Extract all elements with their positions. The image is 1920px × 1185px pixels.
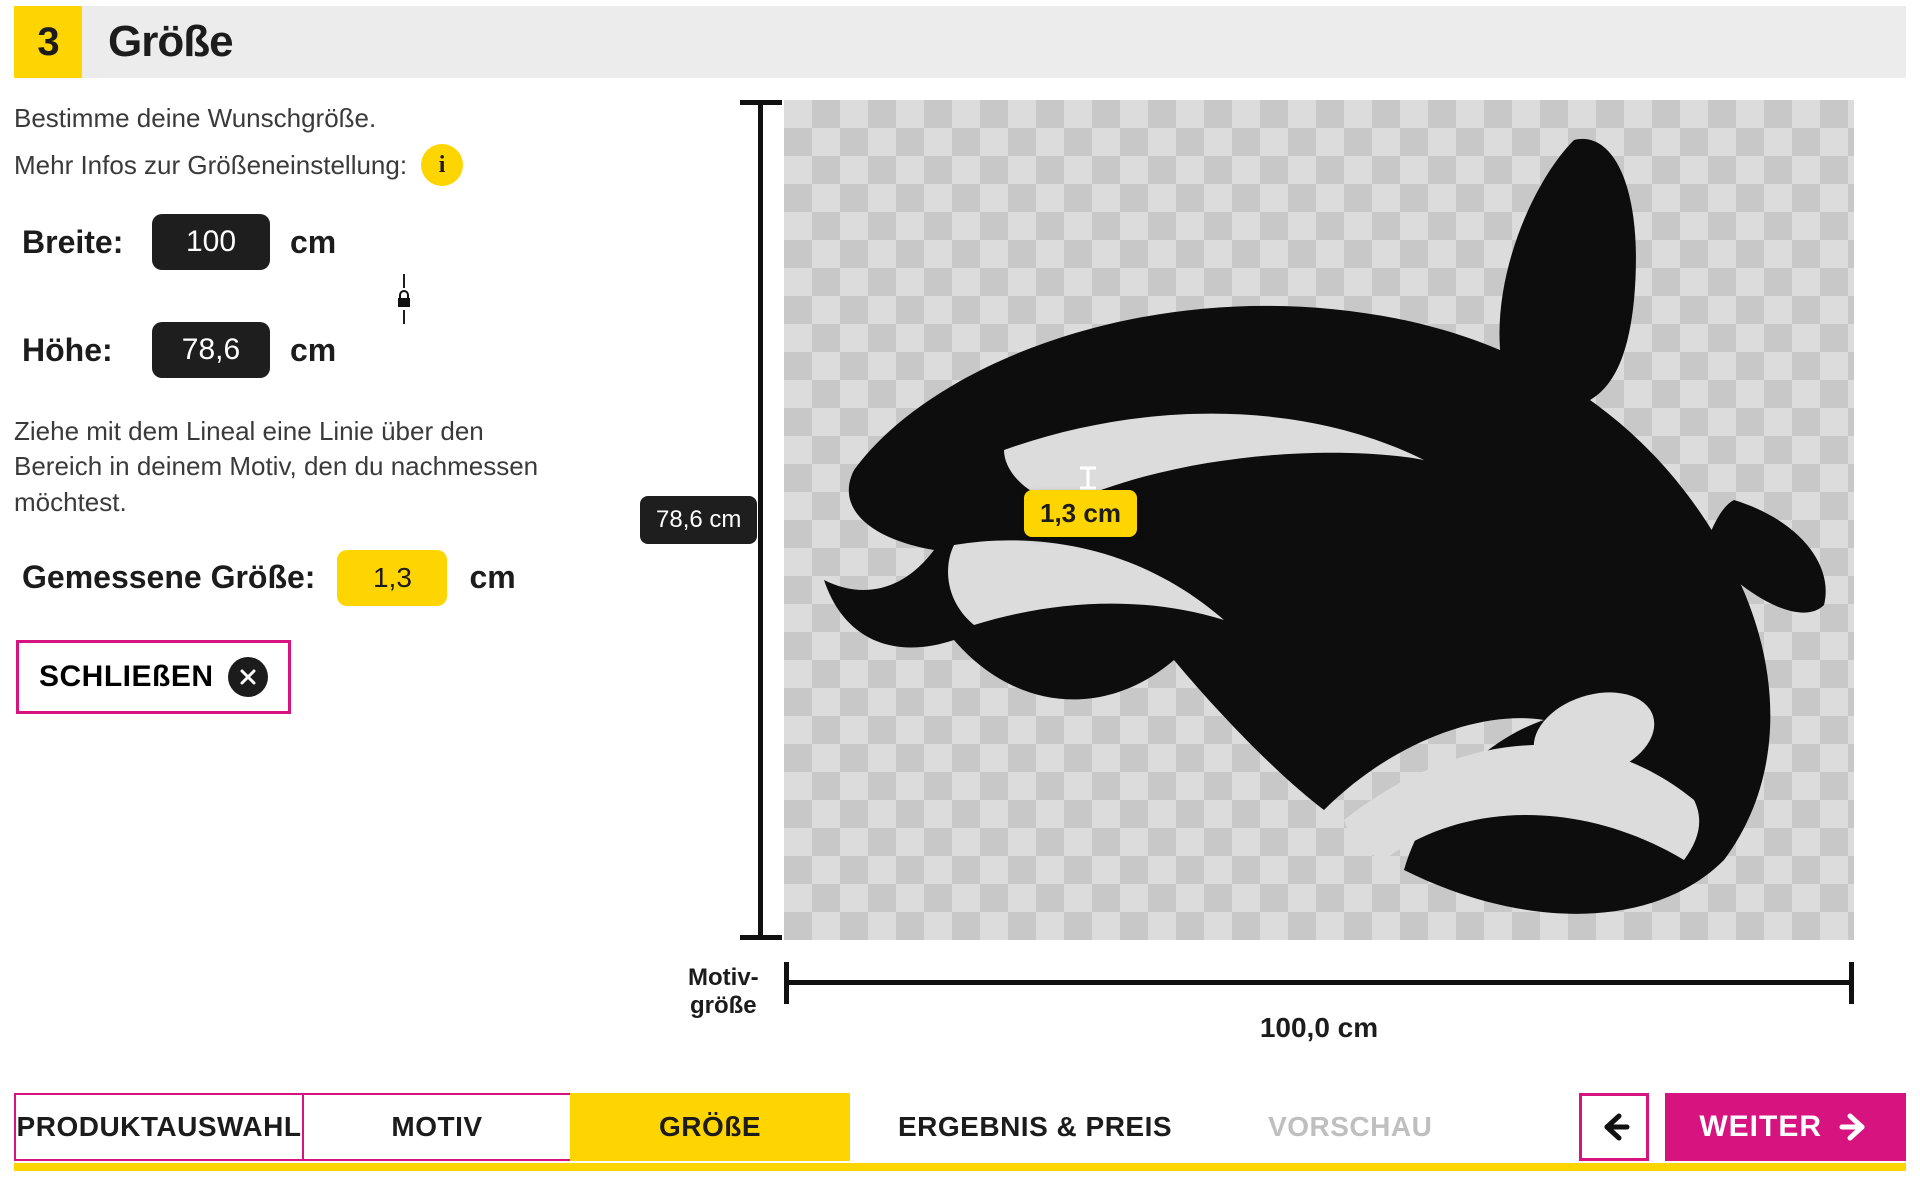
step-title: Größe [108,17,233,67]
measured-label: Gemessene Größe: [22,559,315,596]
description-line2: Mehr Infos zur Größeneinstellung: [14,147,407,183]
measurement-tooltip-label: 1,3 cm [1040,498,1121,528]
vertical-ruler-label: 78,6 cm [640,496,757,544]
motif-size-label: Motiv- größe [688,964,759,1019]
arrow-left-icon [1597,1110,1631,1144]
horizontal-ruler-label: 100,0 cm [1260,1012,1378,1044]
controls-panel: Bestimme deine Wunschgröße. Mehr Infos z… [14,100,654,940]
width-input[interactable] [152,214,270,270]
measured-unit: cm [469,559,515,596]
nav-underline [14,1163,1906,1171]
width-row: Breite: cm [14,214,654,270]
aspect-lock[interactable] [154,274,654,324]
measured-row: Gemessene Größe: 1,3 cm [14,550,654,606]
tab-motiv[interactable]: MOTIV [302,1093,572,1161]
tab-vorschau: VORSCHAU [1220,1093,1480,1161]
next-button-label: WEITER [1699,1110,1822,1144]
info-icon[interactable]: i [421,144,463,186]
back-button[interactable] [1579,1093,1649,1161]
close-button[interactable]: SCHLIEßEN [16,640,291,714]
preview-canvas[interactable]: 1,3 cm [784,100,1854,940]
height-unit: cm [290,332,336,369]
tab-groesse[interactable]: GRÖßE [570,1093,850,1161]
ruler-instructions: Ziehe mit dem Lineal eine Linie über den… [14,414,574,519]
measurement-tooltip[interactable]: 1,3 cm [1024,490,1137,537]
width-label: Breite: [22,224,132,261]
preview-panel: 78,6 cm [694,100,1906,940]
height-input[interactable] [152,322,270,378]
tab-produktauswahl[interactable]: PRODUKTAUSWAHL [14,1093,304,1161]
width-unit: cm [290,224,336,261]
tab-ergebnis-preis[interactable]: ERGEBNIS & PREIS [850,1093,1220,1161]
horizontal-ruler: 100,0 cm [784,962,1854,1012]
vertical-ruler: 78,6 cm [734,100,784,940]
close-icon [228,657,268,697]
next-button[interactable]: WEITER [1665,1093,1906,1161]
step-nav: PRODUKTAUSWAHL MOTIV GRÖßE ERGEBNIS & PR… [14,1093,1906,1161]
lock-icon [393,288,415,310]
arrow-right-icon [1838,1110,1872,1144]
close-button-label: SCHLIEßEN [39,660,214,694]
measured-value: 1,3 [337,550,447,606]
height-row: Höhe: cm [14,322,654,378]
description-line1: Bestimme deine Wunschgröße. [14,100,654,136]
step-header: 3 Größe [14,6,1906,78]
motif-image [784,100,1854,940]
step-number-badge: 3 [14,6,82,78]
height-label: Höhe: [22,332,132,369]
